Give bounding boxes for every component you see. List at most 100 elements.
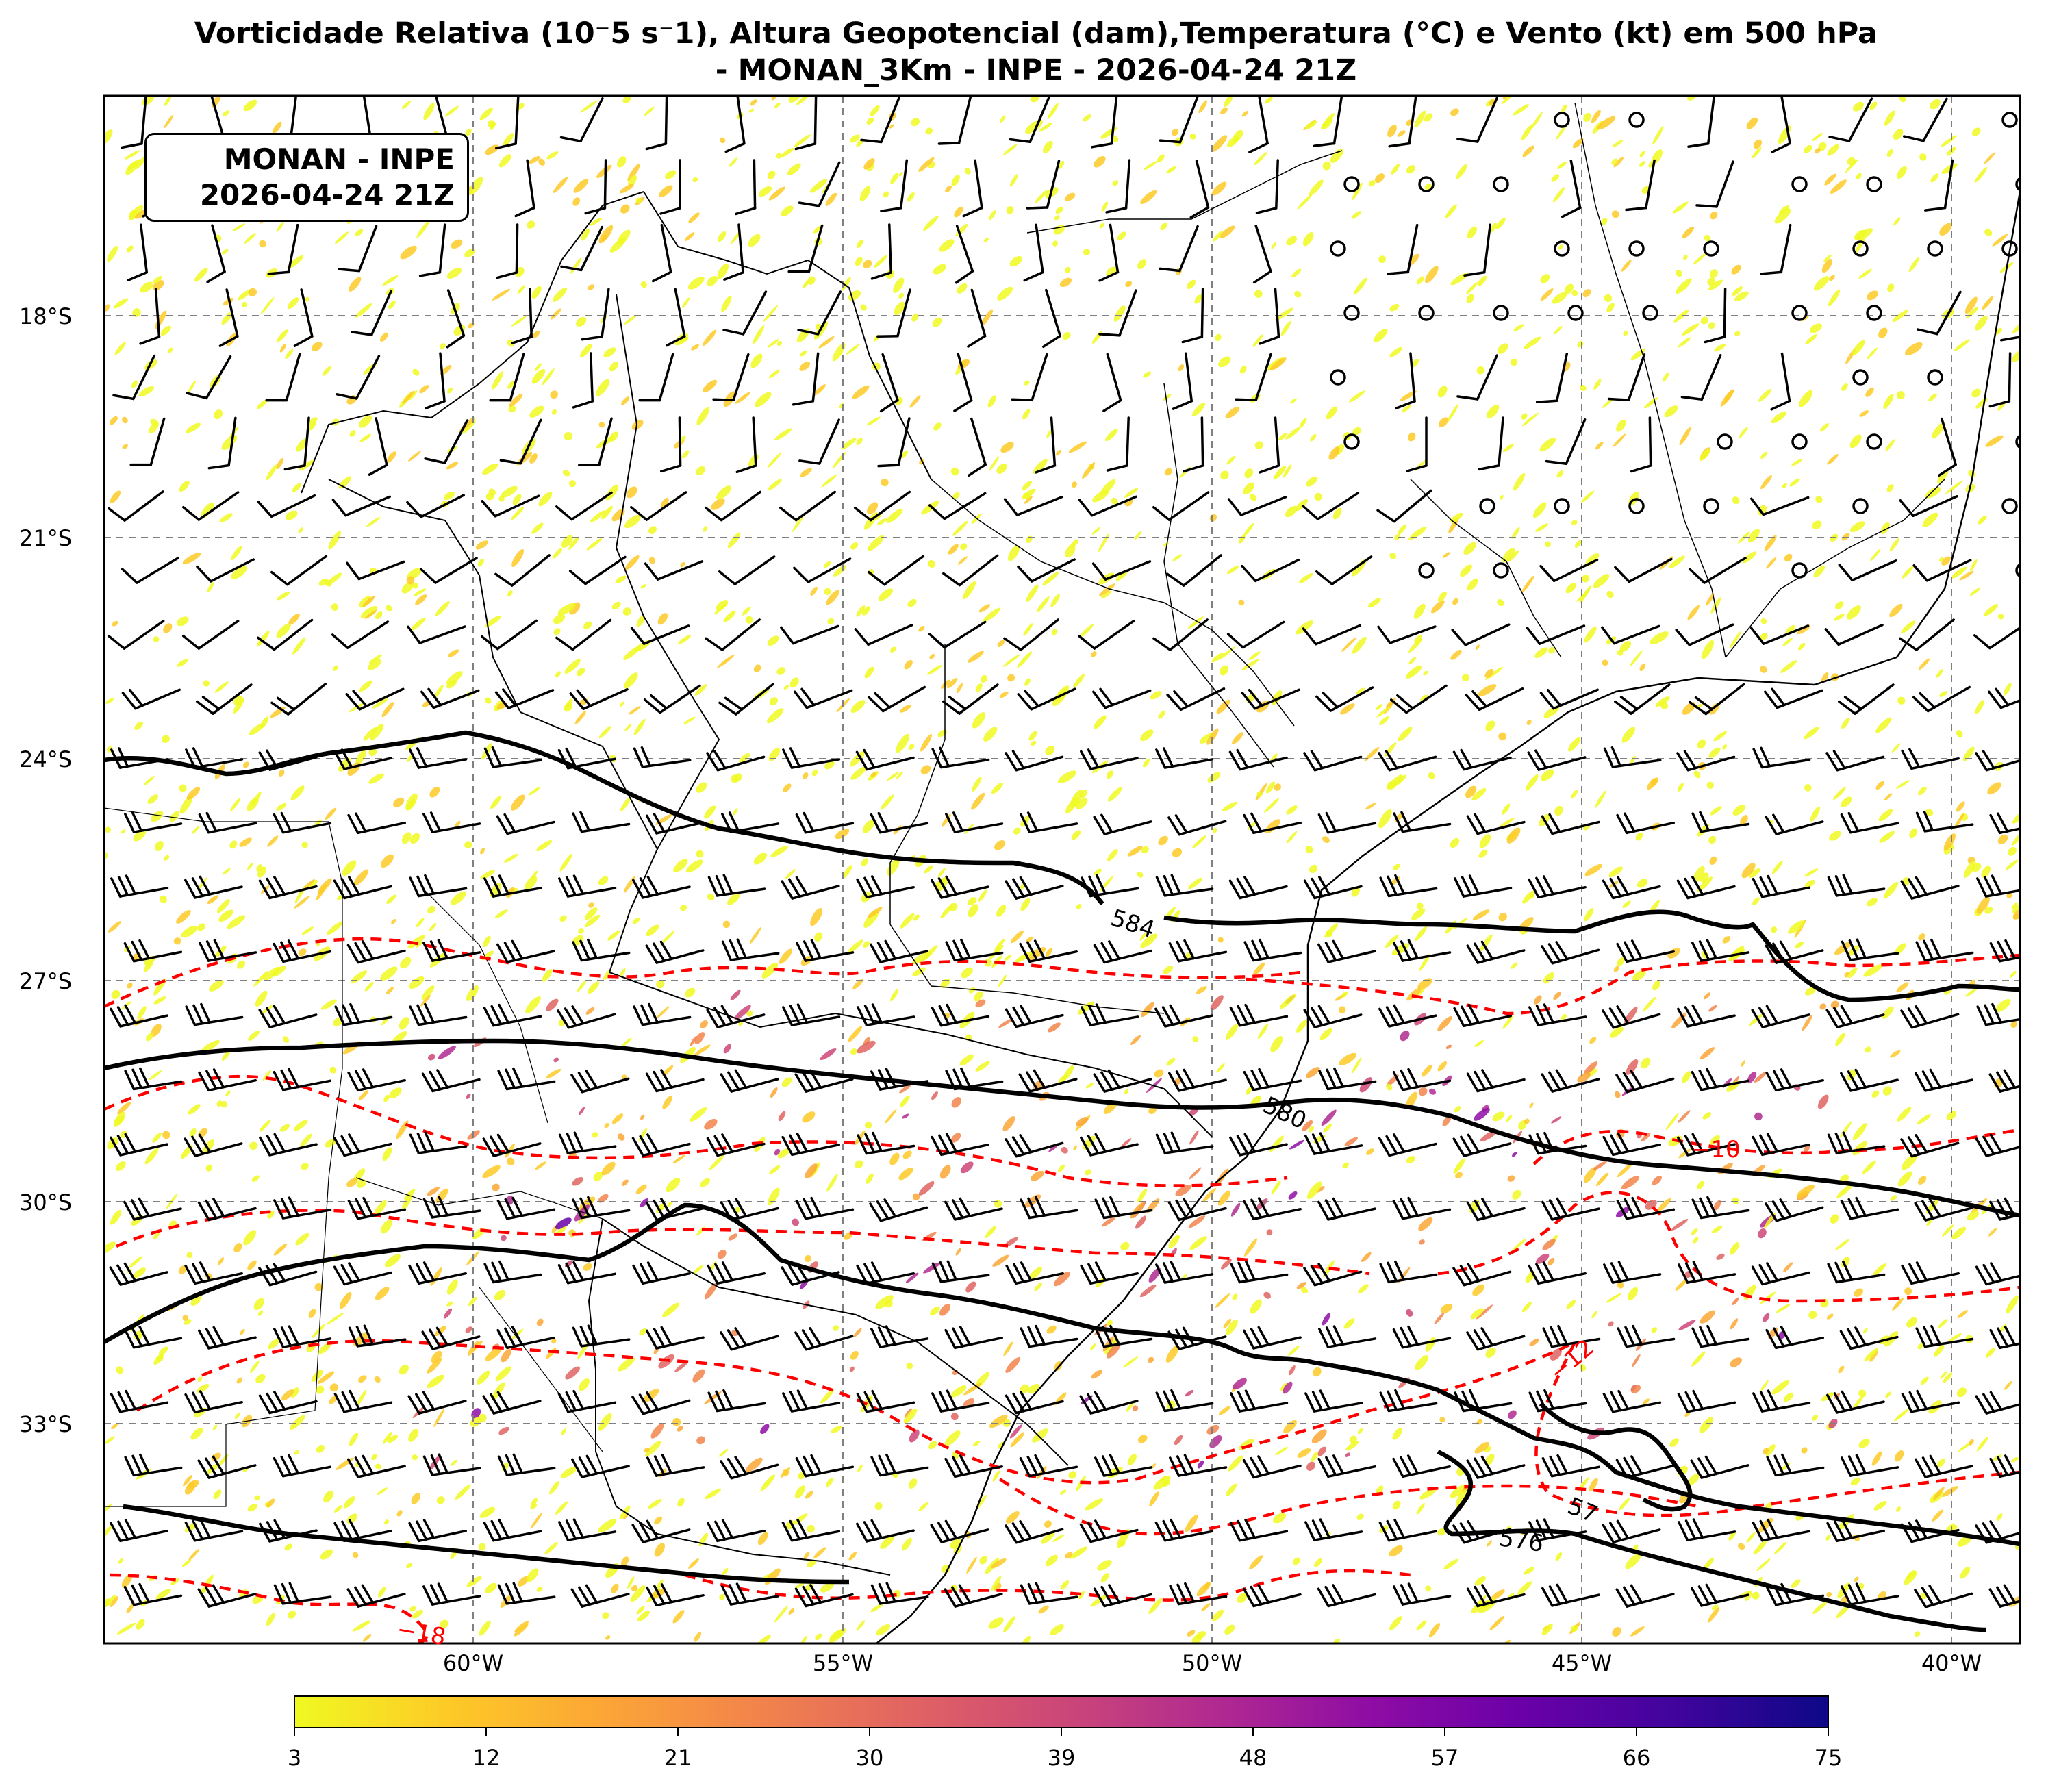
vorticity-patch bbox=[896, 771, 903, 779]
vorticity-patch bbox=[1730, 1242, 1739, 1255]
vorticity-patch bbox=[618, 1357, 635, 1372]
vorticity-patch bbox=[1425, 1337, 1436, 1352]
vorticity-patch bbox=[1936, 1458, 1946, 1468]
height-contours bbox=[104, 730, 2020, 1632]
vorticity-patch bbox=[1465, 785, 1477, 798]
vorticity-patch bbox=[1158, 710, 1166, 719]
vorticity-patch bbox=[1498, 732, 1506, 741]
vorticity-patch bbox=[1024, 380, 1030, 386]
wind-barb bbox=[1764, 687, 1823, 709]
vorticity-patch bbox=[1280, 1383, 1287, 1392]
vorticity-patch bbox=[794, 1485, 806, 1499]
wind-barb bbox=[857, 1003, 915, 1026]
wind-barb bbox=[558, 1131, 617, 1154]
vorticity-patch bbox=[154, 841, 164, 851]
vorticity-patch bbox=[975, 1061, 990, 1072]
vorticity-patch bbox=[153, 276, 163, 284]
wind-barb bbox=[879, 353, 899, 413]
vorticity-patch bbox=[2011, 902, 2018, 909]
wind-barb bbox=[1999, 288, 2020, 342]
vorticity-patch bbox=[133, 829, 147, 842]
vorticity-patch bbox=[1760, 666, 1767, 673]
vorticity-patch bbox=[247, 1504, 257, 1512]
wind-barb bbox=[1601, 624, 1660, 645]
vorticity-patch bbox=[552, 287, 568, 302]
vorticity-patch bbox=[1828, 289, 1841, 307]
vorticity-patch bbox=[388, 300, 396, 310]
vorticity-patch bbox=[598, 225, 614, 244]
temp-label-m12: −12 bbox=[1544, 1334, 1600, 1387]
wind-barb bbox=[1852, 369, 1869, 386]
vorticity-patch bbox=[1271, 242, 1276, 249]
wind-barb bbox=[184, 1133, 243, 1157]
vorticity-patch bbox=[197, 1384, 210, 1393]
vorticity-patch bbox=[1551, 174, 1559, 182]
vorticity-patch bbox=[1406, 1091, 1417, 1109]
vorticity-patch bbox=[1668, 555, 1685, 569]
vorticity-patch bbox=[1076, 1117, 1089, 1127]
wind-barb bbox=[1607, 353, 1646, 401]
vorticity-patch bbox=[677, 1498, 685, 1507]
vorticity-patch bbox=[1062, 331, 1071, 340]
vorticity-patch bbox=[420, 994, 431, 1007]
vorticity-patch bbox=[1995, 327, 2002, 336]
wind-barb bbox=[781, 1262, 840, 1286]
wind-barb bbox=[1418, 176, 1435, 192]
vorticity-patch bbox=[149, 1070, 162, 1081]
vorticity-patch bbox=[1306, 476, 1318, 487]
vorticity-patch bbox=[1378, 809, 1392, 829]
vorticity-patch bbox=[1249, 494, 1257, 501]
wind-barb bbox=[1456, 354, 1498, 401]
vorticity-patch bbox=[1682, 255, 1688, 260]
vorticity-patch bbox=[654, 1543, 665, 1557]
wind-barb bbox=[1020, 1196, 1078, 1220]
vorticity-patch bbox=[1611, 158, 1618, 165]
vorticity-patch bbox=[874, 255, 887, 268]
vorticity-patch bbox=[408, 1428, 419, 1442]
wind-barb bbox=[1989, 1454, 2020, 1478]
vorticity-patch bbox=[1621, 260, 1632, 272]
vorticity-patch bbox=[1708, 279, 1723, 291]
wind-barb bbox=[1478, 416, 1504, 471]
vorticity-patch bbox=[1099, 583, 1115, 596]
vorticity-patch bbox=[1310, 433, 1317, 442]
wind-barb bbox=[1026, 160, 1061, 210]
vorticity-patch bbox=[1943, 1372, 1953, 1383]
wind-barb bbox=[1077, 620, 1135, 650]
vorticity-patch bbox=[620, 1037, 632, 1048]
vorticity-patch bbox=[832, 451, 846, 469]
vorticity-patch bbox=[122, 416, 128, 424]
vorticity-patch bbox=[1456, 1489, 1468, 1508]
vorticity-patch bbox=[1182, 1274, 1187, 1280]
vorticity-patch bbox=[1858, 1439, 1870, 1448]
vorticity-patch bbox=[621, 1179, 629, 1186]
vorticity-patch bbox=[690, 1107, 707, 1122]
vorticity-patch bbox=[1867, 347, 1878, 359]
vorticity-patch bbox=[1408, 527, 1427, 540]
vorticity-patch bbox=[659, 185, 673, 197]
wind-barb bbox=[347, 812, 406, 835]
vorticity-patch bbox=[1450, 108, 1459, 116]
vorticity-patch bbox=[1729, 631, 1742, 649]
vorticity-patch bbox=[767, 635, 779, 646]
vorticity-patch bbox=[1742, 551, 1757, 564]
vorticity-patch bbox=[1124, 1089, 1129, 1094]
wind-barb bbox=[1395, 352, 1416, 410]
vorticity-patch bbox=[1026, 936, 1033, 944]
vorticity-patch bbox=[163, 623, 173, 633]
vorticity-patch bbox=[1079, 790, 1087, 799]
vorticity-patch bbox=[631, 420, 644, 430]
vorticity-patch bbox=[1754, 1112, 1763, 1121]
vorticity-patch bbox=[1034, 190, 1048, 204]
vorticity-patch bbox=[466, 985, 479, 1001]
vorticity-patch bbox=[753, 664, 761, 672]
vorticity-patch bbox=[1091, 527, 1101, 535]
vorticity-patch bbox=[1428, 772, 1435, 779]
vorticity-patch bbox=[1862, 1328, 1868, 1334]
vorticity-patch bbox=[1652, 125, 1664, 145]
wind-barb bbox=[928, 492, 987, 520]
vorticity-patch bbox=[636, 1606, 645, 1615]
vorticity-patch bbox=[1936, 668, 1943, 678]
vorticity-patch bbox=[1379, 716, 1389, 726]
vorticity-patch bbox=[342, 860, 357, 876]
